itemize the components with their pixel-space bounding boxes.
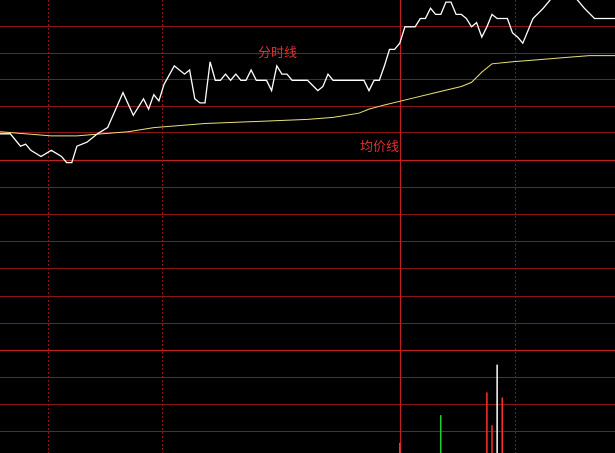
price-line-label: 分时线 <box>258 46 297 61</box>
average-price-line <box>0 55 615 137</box>
avg-line-label: 均价线 <box>360 140 399 155</box>
volume-bars <box>399 364 503 453</box>
price-line <box>0 0 615 164</box>
series-lines <box>0 0 615 164</box>
